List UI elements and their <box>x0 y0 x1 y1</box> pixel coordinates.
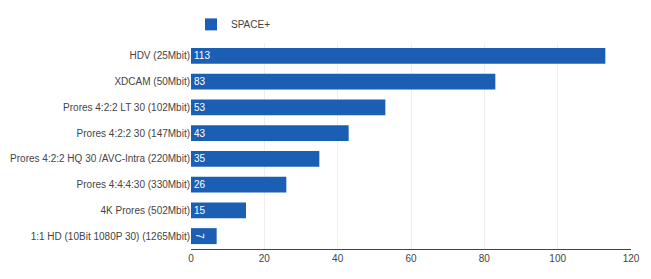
svg-text:100: 100 <box>549 253 566 264</box>
svg-text:120: 120 <box>623 253 640 264</box>
svg-text:43: 43 <box>194 128 206 139</box>
svg-text:20: 20 <box>259 253 271 264</box>
svg-text:80: 80 <box>479 253 491 264</box>
svg-text:4K Prores (502Mbit): 4K Prores (502Mbit) <box>101 205 190 216</box>
svg-text:60: 60 <box>405 253 417 264</box>
svg-text:Prores 4:2:2 30 (147Mbit): Prores 4:2:2 30 (147Mbit) <box>77 128 190 139</box>
svg-text:35: 35 <box>194 153 206 164</box>
svg-text:0: 0 <box>188 253 194 264</box>
svg-text:7: 7 <box>194 233 205 239</box>
svg-text:SPACE+: SPACE+ <box>231 19 270 30</box>
svg-text:1:1 HD (10Bit 1080P 30) (1265M: 1:1 HD (10Bit 1080P 30) (1265Mbit) <box>31 231 190 242</box>
svg-text:83: 83 <box>194 76 206 87</box>
svg-text:HDV (25Mbit): HDV (25Mbit) <box>129 50 190 61</box>
svg-text:Prores 4:2:2 LT 30 (102Mbit): Prores 4:2:2 LT 30 (102Mbit) <box>63 102 190 113</box>
svg-text:53: 53 <box>194 102 206 113</box>
svg-text:113: 113 <box>194 50 210 61</box>
svg-text:26: 26 <box>194 179 206 190</box>
svg-text:XDCAM (50Mbit): XDCAM (50Mbit) <box>114 76 190 87</box>
svg-text:Prores 4:4:4:30 (330Mbit): Prores 4:4:4:30 (330Mbit) <box>77 179 190 190</box>
svg-text:40: 40 <box>332 253 344 264</box>
svg-text:Prores 4:2:2 HQ 30 /AVC-Intra: Prores 4:2:2 HQ 30 /AVC-Intra (220Mbit) <box>10 153 190 164</box>
svg-text:15: 15 <box>194 205 206 216</box>
